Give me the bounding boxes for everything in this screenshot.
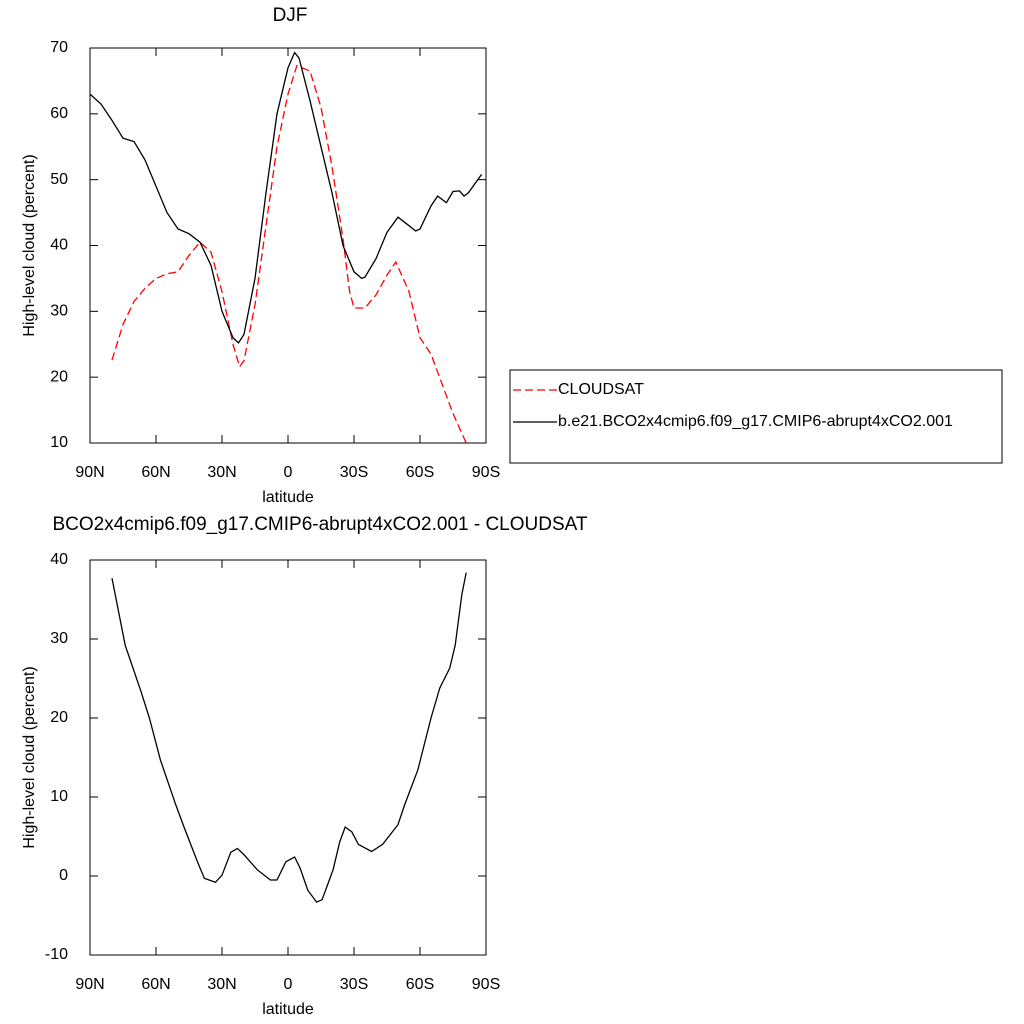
y-tick-label: 30 (50, 303, 68, 320)
x-tick-label: 30S (340, 464, 368, 481)
y-tick-label: 0 (59, 867, 68, 884)
legend-label: b.e21.BCO2x4cmip6.f09_g17.CMIP6-abrupt4x… (558, 413, 953, 430)
y-tick-label: -10 (45, 946, 68, 963)
chart-title: DJF (273, 5, 308, 26)
data-line (111, 572, 467, 903)
x-tick-label: 60N (141, 464, 170, 481)
x-tick-label: 90S (472, 464, 500, 481)
x-tick-label: 60S (406, 464, 434, 481)
x-tick-label: 0 (284, 976, 293, 993)
x-tick-label: 30N (207, 464, 236, 481)
x-tick-label: 60N (141, 976, 170, 993)
legend-label: CLOUDSAT (558, 381, 644, 398)
x-tick-label: 90N (75, 976, 104, 993)
x-tick-label: 90N (75, 464, 104, 481)
plot-frame (89, 47, 487, 444)
data-line (111, 64, 467, 444)
y-tick-label: 10 (50, 434, 68, 451)
x-tick-label: 90S (472, 976, 500, 993)
y-tick-label: 50 (50, 171, 68, 188)
chart-title: BCO2x4cmip6.f09_g17.CMIP6-abrupt4xCO2.00… (52, 514, 587, 535)
y-tick-label: 20 (50, 709, 68, 726)
y-tick-label: 60 (50, 105, 68, 122)
data-line (89, 51, 483, 344)
x-axis-label: latitude (262, 489, 314, 506)
y-tick-label: 20 (50, 368, 68, 385)
x-tick-label: 60S (406, 976, 434, 993)
y-tick-label: 40 (50, 237, 68, 254)
y-tick-label: 30 (50, 630, 68, 647)
plot-frame (89, 559, 487, 956)
y-tick-label: 10 (50, 788, 68, 805)
y-axis-label: High-level cloud (percent) (21, 666, 38, 848)
x-tick-label: 30S (340, 976, 368, 993)
x-axis-label: latitude (262, 1001, 314, 1018)
y-tick-label: 70 (50, 39, 68, 56)
y-axis-label: High-level cloud (percent) (21, 154, 38, 336)
x-tick-label: 0 (284, 464, 293, 481)
y-tick-label: 40 (50, 551, 68, 568)
legend-box (509, 369, 1003, 464)
x-tick-label: 30N (207, 976, 236, 993)
